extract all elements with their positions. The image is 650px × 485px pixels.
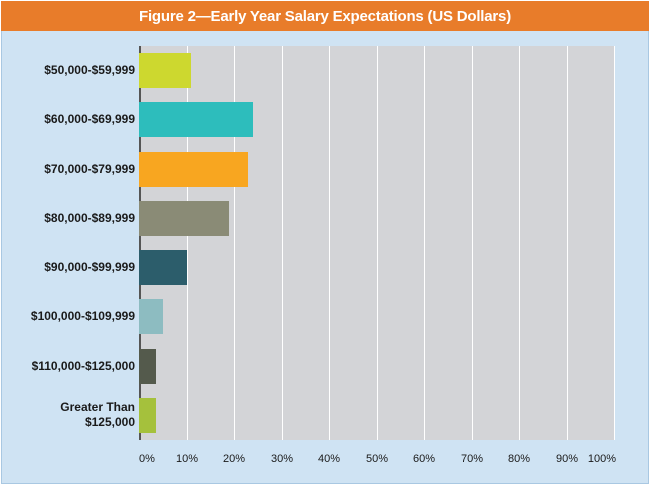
x-tick-label: 100% — [587, 453, 617, 465]
category-label: $80,000-$89,999 — [44, 211, 135, 225]
gridline — [472, 46, 473, 440]
gridline — [329, 46, 330, 440]
bar-7 — [139, 349, 156, 384]
category-label: $50,000-$59,999 — [44, 63, 135, 77]
x-tick-label: 80% — [507, 453, 531, 465]
gridline — [424, 46, 425, 440]
y-axis-line — [139, 46, 141, 440]
gridline — [282, 46, 283, 440]
x-tick-label: 70% — [460, 453, 484, 465]
gridline — [187, 46, 188, 440]
gridline — [567, 46, 568, 440]
gridline — [519, 46, 520, 440]
gridline — [234, 46, 235, 440]
bar-6 — [139, 299, 163, 334]
category-label: $110,000-$125,000 — [31, 359, 135, 373]
category-label: $100,000-$109,999 — [30, 309, 135, 323]
x-tick-label: 10% — [175, 453, 199, 465]
bar-5 — [139, 250, 187, 285]
bar-3 — [139, 152, 248, 187]
category-label: $90,000-$99,999 — [44, 260, 135, 274]
chart-title: Figure 2—Early Year Salary Expectations … — [1, 1, 649, 31]
plot-area — [139, 46, 615, 440]
x-tick-label: 50% — [365, 453, 389, 465]
category-label: Greater Than $125,000 — [60, 400, 135, 429]
bar-2 — [139, 102, 253, 137]
gridline — [377, 46, 378, 440]
x-tick-label: 0% — [139, 453, 155, 465]
x-tick-label: 20% — [222, 453, 246, 465]
x-tick-label: 40% — [317, 453, 341, 465]
bar-1 — [139, 53, 191, 88]
x-tick-label: 60% — [412, 453, 436, 465]
x-tick-label: 30% — [270, 453, 294, 465]
category-label: $60,000-$69,999 — [44, 112, 135, 126]
x-tick-label: 90% — [555, 453, 579, 465]
bar-4 — [139, 201, 229, 236]
bar-8 — [139, 398, 156, 433]
gridline — [614, 46, 615, 440]
category-label: $70,000-$79,999 — [44, 162, 135, 176]
